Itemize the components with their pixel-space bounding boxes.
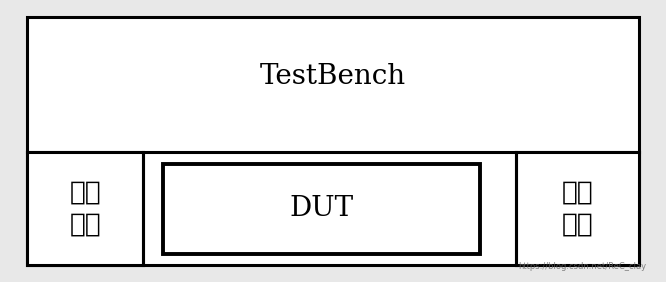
Bar (27, 152, 143, 265)
Bar (163, 164, 480, 254)
Text: TestBench: TestBench (260, 63, 406, 90)
Bar (516, 152, 639, 265)
Bar (27, 17, 639, 265)
Text: 产生
激励: 产生 激励 (69, 180, 101, 238)
Text: https://blog.csdn.net/ReC_clay: https://blog.csdn.net/ReC_clay (518, 262, 646, 271)
Text: 获取
响应: 获取 响应 (562, 180, 594, 238)
Text: DUT: DUT (290, 195, 354, 222)
